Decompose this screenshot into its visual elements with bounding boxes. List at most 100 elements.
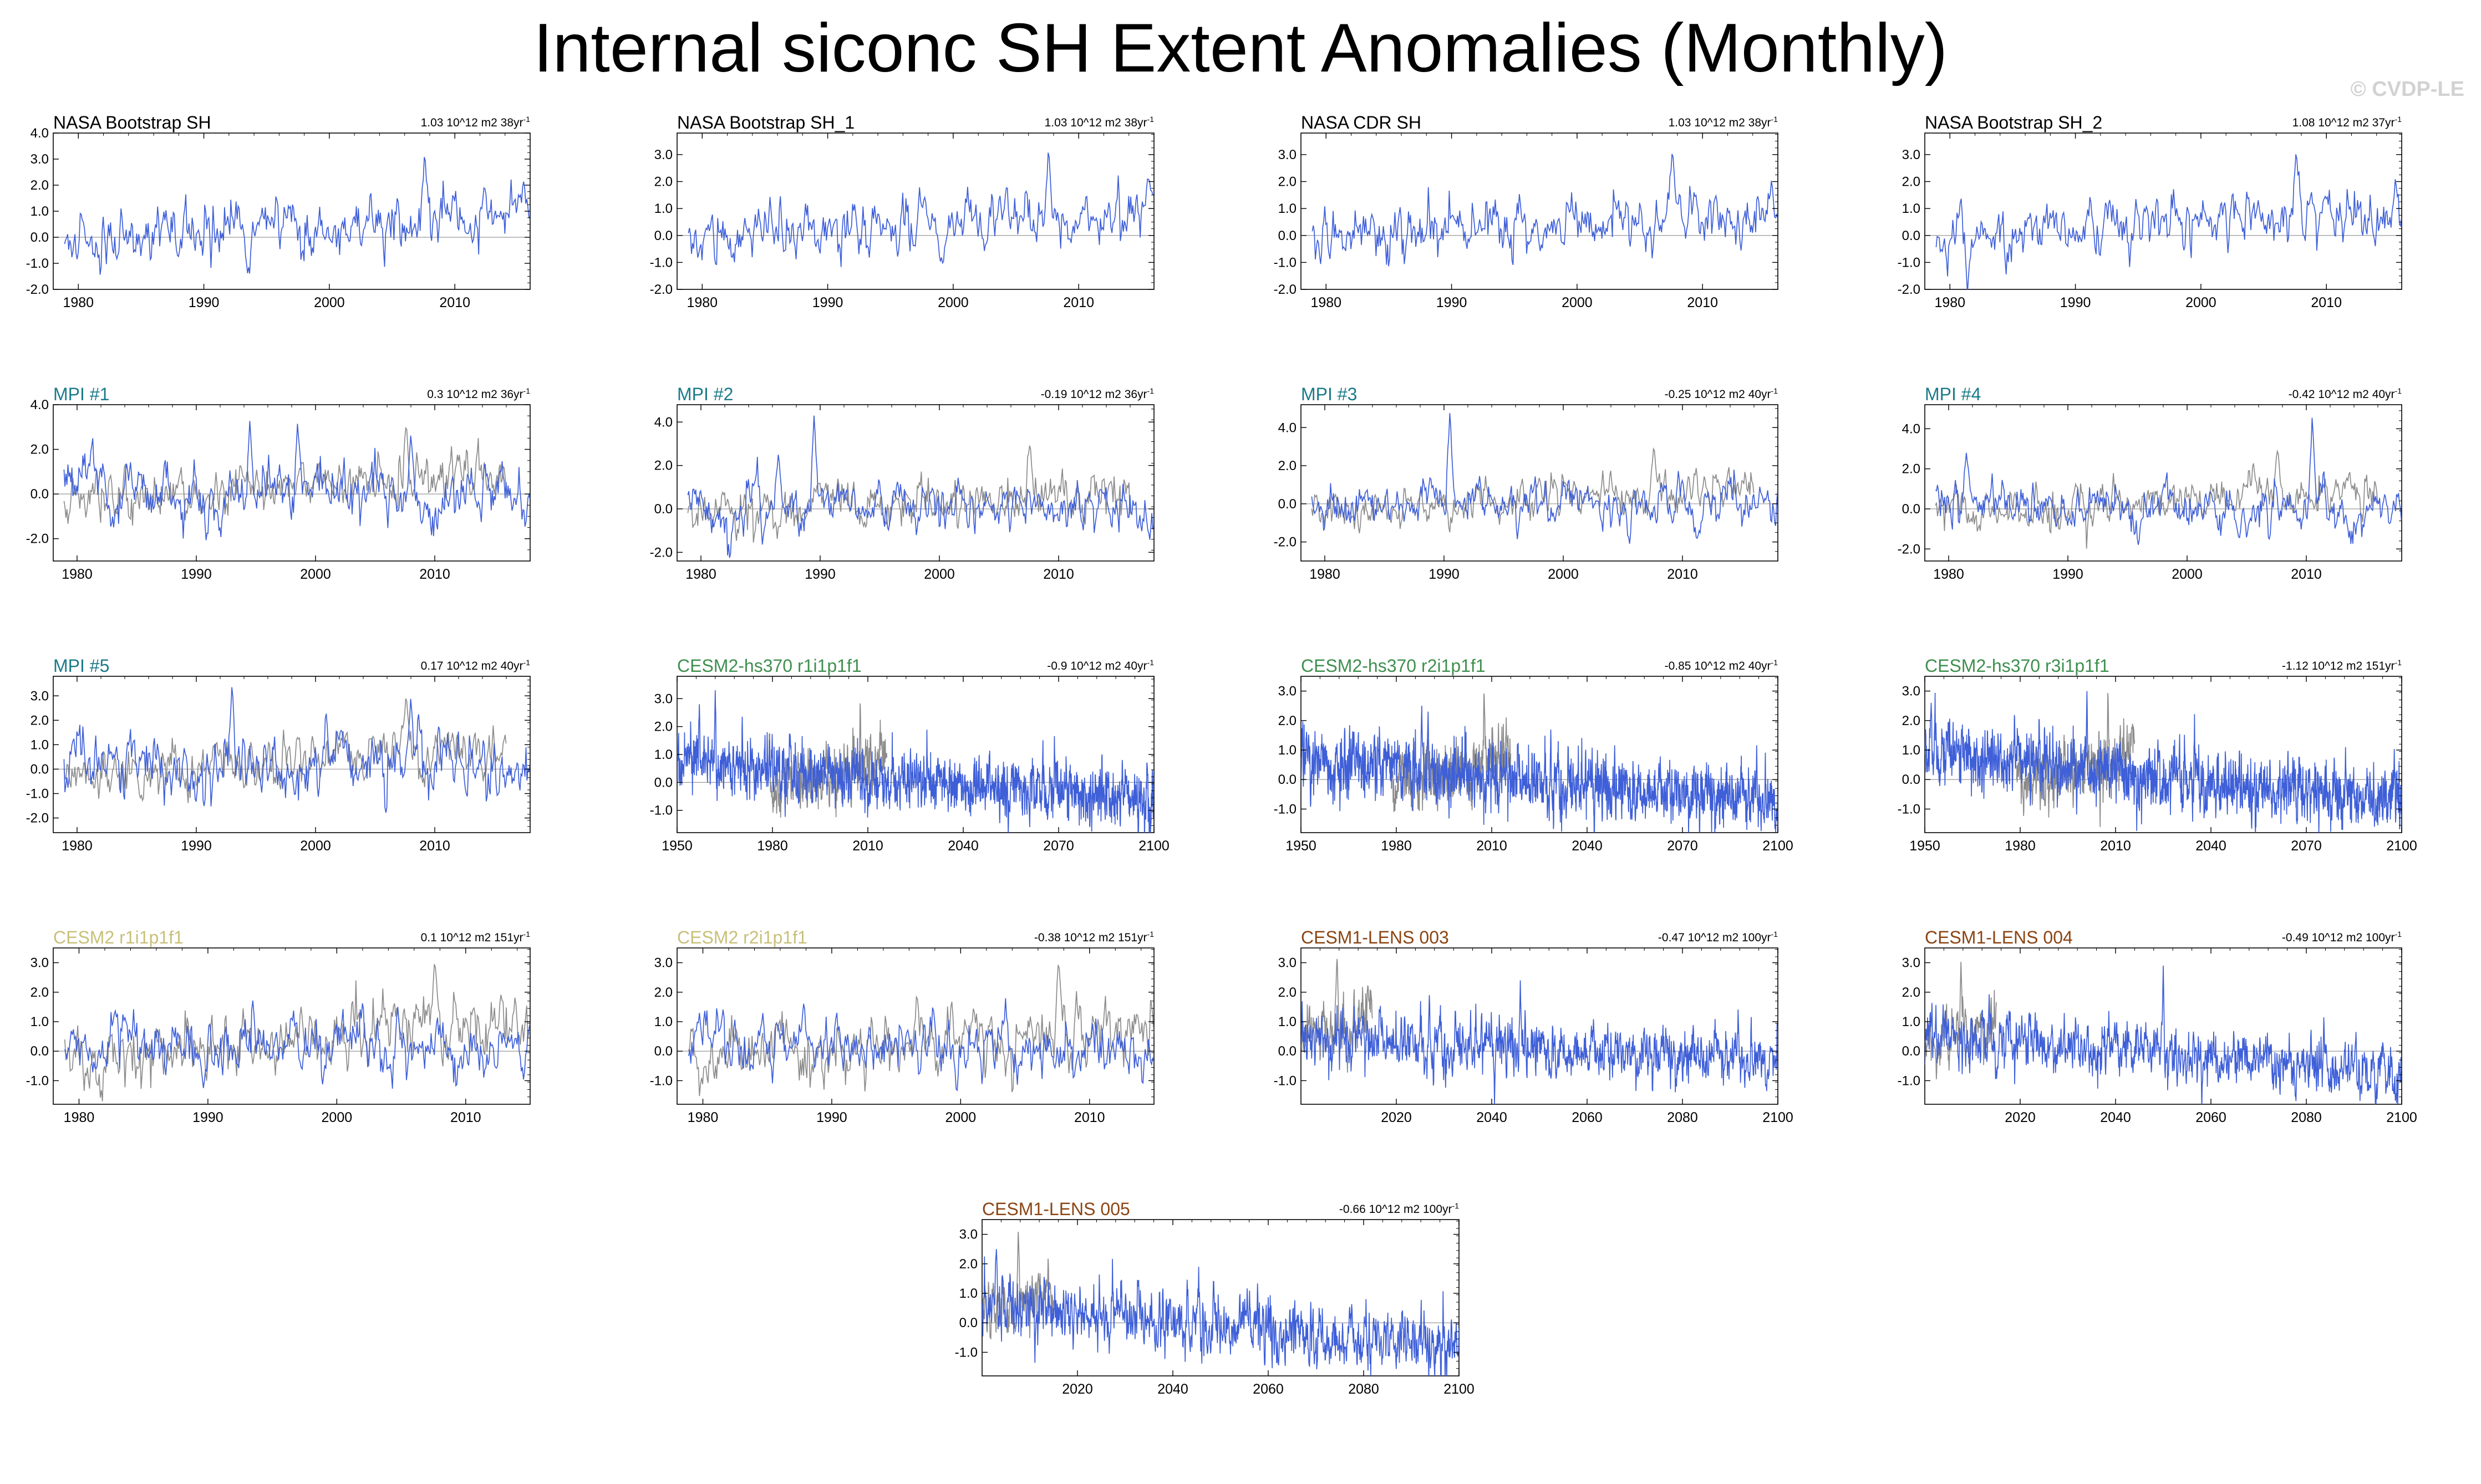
y-tick-label: 4.0: [1278, 420, 1297, 435]
chart-panel: NASA CDR SH 1.03 10^12 m2 38yr-1 -2.0 -1.0 0…: [1259, 113, 1791, 316]
trend-label: 0.1 10^12 m2 151yr: [421, 931, 523, 944]
y-tick-label: -2.0: [26, 282, 49, 297]
y-tick-label: -1.0: [1898, 1073, 1920, 1088]
x-tick-label: 1980: [687, 295, 718, 310]
x-tick-label: 2000: [300, 838, 331, 854]
panel-title: NASA Bootstrap SH_1: [677, 113, 855, 132]
y-tick-label: 2.0: [30, 713, 49, 728]
y-tick-label: 2.0: [1278, 985, 1297, 1000]
y-tick-label: 2.0: [1902, 713, 1920, 728]
y-tick-label: 0.0: [30, 762, 49, 777]
chart-panel: MPI #3 -0.25 10^12 m2 40yr-1 -2.0 0.0 2.0 4.0…: [1259, 384, 1791, 588]
y-tick-label: 0.0: [654, 228, 673, 243]
trend-label: 0.17 10^12 m2 40yr: [421, 660, 523, 672]
cvdp-watermark: © CVDP-LE: [2350, 78, 2464, 101]
x-tick-label: 2010: [1687, 295, 1718, 310]
y-tick-label: 3.0: [1278, 956, 1297, 971]
chart-svg: MPI #5 0.17 10^12 m2 40yr-1 -2.0 -1.0 0.0 1.0…: [26, 656, 531, 854]
y-tick-label: 1.0: [654, 747, 673, 762]
trend-label: -0.47 10^12 m2 100yr: [1658, 931, 1771, 944]
y-tick-label: 3.0: [30, 689, 49, 703]
chart-panel: CESM1-LENS 003 -0.47 10^12 m2 100yr-1 -1.0…: [1259, 927, 1793, 1131]
x-tick-label: 1980: [62, 567, 93, 582]
y-tick-label: 2.0: [30, 178, 49, 193]
chart-panel: NASA Bootstrap SH_2 1.08 10^12 m2 37yr-1-…: [1883, 113, 2415, 316]
trend-exponent: -1: [1147, 658, 1155, 667]
chart-svg: CESM2 r1i1p1f1 0.1 10^12 m2 151yr-1 -1.0 0.…: [26, 927, 531, 1125]
y-tick-label: 0.0: [1902, 1044, 1920, 1059]
y-tick-label: 1.0: [30, 1014, 49, 1029]
y-tick-label: 3.0: [1902, 147, 1920, 162]
y-tick-label: 4.0: [30, 126, 49, 141]
y-tick-label: -1.0: [650, 803, 673, 818]
y-tick-label: 4.0: [1902, 421, 1920, 436]
y-tick-label: 3.0: [1278, 147, 1297, 162]
x-tick-label: 1990: [805, 567, 836, 582]
y-tick-label: -1.0: [1274, 255, 1297, 270]
y-tick-label: 0.0: [654, 1044, 673, 1059]
plot-frame: [677, 132, 1155, 290]
y-tick-label: 3.0: [1278, 684, 1297, 699]
y-tick-label: 1.0: [654, 1014, 673, 1029]
chart-svg: CESM1-LENS 003 -0.47 10^12 m2 100yr-1 -1.0…: [1274, 927, 1793, 1125]
y-tick-label: 1.0: [1278, 743, 1297, 758]
panel-title: CESM2-hs370 r1i1p1f1: [677, 656, 862, 676]
x-tick-label: 2020: [1062, 1381, 1093, 1397]
x-tick-label: 2100: [1443, 1381, 1475, 1397]
y-tick-label: 2.0: [1902, 462, 1920, 477]
y-tick-label: 3.0: [30, 956, 49, 971]
y-tick-label: 0.0: [654, 502, 673, 517]
x-tick-label: 2000: [938, 295, 969, 310]
chart-panel: CESM2 r2i1p1f1 -0.38 10^12 m2 151yr-1 -1.0…: [635, 927, 1167, 1131]
svg-text:0.17 10^12 m2 40yr-1: 0.17 10^12 m2 40yr-1: [421, 658, 531, 672]
y-tick-label: 3.0: [1902, 956, 1920, 971]
x-tick-label: 2020: [2005, 1110, 2036, 1125]
series-line: [688, 152, 1154, 267]
x-tick-label: 2000: [1548, 567, 1579, 582]
observation-series-line: [63, 698, 507, 803]
chart-panel: CESM2-hs370 r1i1p1f1 -0.9 10^12 m2 40yr-1…: [635, 656, 1170, 859]
chart-svg: MPI #3 -0.25 10^12 m2 40yr-1 -2.0 0.0 2.0 4.0…: [1274, 384, 1778, 582]
x-tick-label: 2000: [300, 567, 331, 582]
y-tick-label: 2.0: [1278, 175, 1297, 190]
y-tick-label: 0.0: [1278, 228, 1297, 243]
panel-title: CESM2 r1i1p1f1: [53, 927, 184, 947]
svg-text:1.03 10^12 m2 38yr-1: 1.03 10^12 m2 38yr-1: [1669, 115, 1778, 129]
trend-exponent: -1: [523, 115, 531, 124]
chart-svg: NASA Bootstrap SH_1 1.03 10^12 m2 38yr-1-…: [650, 113, 1155, 310]
chart-svg: MPI #4 -0.42 10^12 m2 40yr-1 -2.0 0.0 2.0 4.0…: [1898, 384, 2402, 582]
x-tick-label: 2080: [1667, 1110, 1698, 1125]
y-tick-label: 2.0: [1278, 713, 1297, 728]
x-tick-label: 2080: [1348, 1381, 1379, 1397]
y-tick-label: -1.0: [1274, 802, 1297, 817]
x-tick-label: 2100: [2386, 1110, 2417, 1125]
panel-title: MPI #4: [1925, 384, 1981, 404]
panel-title: NASA Bootstrap SH_2: [1925, 113, 2102, 132]
y-tick-label: 0.0: [1902, 228, 1920, 243]
chart-panel: CESM1-LENS 004 -0.49 10^12 m2 100yr-1 -1.0…: [1883, 927, 2417, 1131]
y-tick-label: 1.0: [30, 737, 49, 752]
y-tick-label: 3.0: [30, 152, 49, 167]
x-tick-label: 1990: [2060, 295, 2091, 310]
series-line: [63, 687, 530, 813]
x-tick-label: 1990: [192, 1110, 223, 1125]
svg-text:-1.12 10^12 m2 151yr-1: -1.12 10^12 m2 151yr-1: [2282, 658, 2402, 672]
trend-label: -0.25 10^12 m2 40yr: [1665, 388, 1771, 401]
x-tick-label: 2000: [924, 567, 955, 582]
x-tick-label: 1980: [688, 1110, 719, 1125]
x-tick-label: 2100: [1138, 838, 1170, 854]
y-tick-label: 2.0: [654, 175, 673, 190]
y-tick-label: -1.0: [955, 1345, 978, 1360]
x-tick-label: 2070: [2291, 838, 2322, 854]
y-tick-label: 2.0: [654, 985, 673, 1000]
y-tick-label: 0.0: [959, 1315, 978, 1330]
trend-exponent: -1: [1147, 115, 1155, 124]
svg-text:0.1 10^12 m2 151yr-1: 0.1 10^12 m2 151yr-1: [421, 930, 531, 944]
x-tick-label: 2000: [945, 1110, 977, 1125]
observation-series-line: [1311, 447, 1755, 534]
y-tick-label: -1.0: [26, 1073, 49, 1088]
chart-panel: CESM2-hs370 r3i1p1f1 -1.12 10^12 m2 151yr…: [1883, 656, 2417, 859]
trend-exponent: -1: [2395, 930, 2402, 939]
x-tick-label: 2040: [1572, 838, 1603, 854]
panel-title: CESM2-hs370 r2i1p1f1: [1301, 656, 1486, 676]
